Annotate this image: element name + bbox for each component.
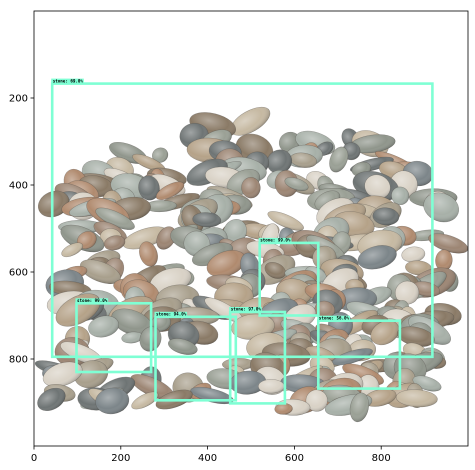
stone [138, 175, 160, 201]
stone [192, 212, 222, 228]
stone [229, 370, 267, 395]
detection-label: stone: 94.0% [156, 312, 187, 317]
x-tick-label: 800 [372, 453, 391, 464]
stone [144, 200, 178, 213]
stone [139, 241, 158, 267]
detection-6: stone: 56.0% [316, 315, 402, 390]
y-tick-label: 200 [9, 94, 28, 105]
stone [372, 207, 400, 226]
detection-label: stone: 56.0% [319, 315, 350, 320]
detection-2: stone: 99.0% [258, 237, 320, 317]
stone [314, 300, 336, 320]
detection-box [50, 82, 434, 359]
stone [391, 186, 410, 205]
stone [74, 360, 109, 389]
detection-3: stone: 99.0% [75, 298, 153, 374]
detection-4: stone: 94.0% [154, 311, 238, 402]
stone [395, 389, 438, 408]
stone [357, 245, 397, 270]
stone [401, 246, 426, 263]
stone [396, 326, 435, 347]
stone [241, 177, 261, 199]
stone [95, 387, 130, 415]
detection-1: stone: 69.0% [50, 78, 434, 359]
stone [435, 249, 453, 272]
stone [349, 392, 370, 423]
stone [363, 388, 397, 407]
detection-label: stone: 69.0% [53, 78, 84, 83]
stone [329, 146, 349, 173]
x-tick-label: 0 [31, 453, 37, 464]
stone [305, 389, 328, 412]
stone [394, 280, 420, 305]
stone [111, 308, 153, 337]
x-tick-label: 200 [111, 453, 130, 464]
detection-label-bg [229, 307, 262, 312]
stone [37, 190, 70, 218]
detection-label-bg [51, 78, 84, 84]
stone [274, 403, 293, 415]
stone [258, 379, 285, 394]
detection-label: stone: 99.0% [77, 298, 108, 303]
detection-label: stone: 97.0% [231, 307, 262, 312]
x-axis: 0 200 400 600 800 [31, 446, 391, 464]
detection-box [75, 301, 153, 374]
stone [79, 259, 121, 284]
y-axis: 200 400 600 800 [9, 94, 34, 366]
stone [42, 361, 83, 387]
detection-5: stone: 97.0% [228, 307, 287, 405]
stone [267, 211, 304, 231]
y-tick-label: 400 [9, 181, 28, 192]
stone [131, 391, 159, 410]
stone [264, 261, 286, 279]
x-tick-label: 600 [285, 453, 304, 464]
detection-label-bg [317, 315, 350, 321]
stone [61, 242, 84, 258]
stone [156, 226, 177, 250]
stone [88, 315, 120, 338]
detection-label-bg [258, 237, 292, 243]
stone [370, 320, 400, 346]
y-tick-label: 800 [9, 355, 28, 366]
detection-box [316, 319, 402, 390]
detection-box [154, 315, 238, 402]
stone [289, 152, 318, 168]
stone-pile-photo [34, 106, 468, 423]
y-tick-label: 600 [9, 268, 28, 279]
axes-frame [33, 10, 469, 447]
stone [364, 174, 391, 200]
stone [103, 235, 126, 251]
stone [284, 177, 309, 192]
stone [206, 250, 246, 278]
stone [155, 181, 185, 201]
x-tick-label: 400 [198, 453, 217, 464]
stone [151, 147, 169, 163]
stone [167, 338, 198, 355]
detection-label: stone: 99.0% [260, 238, 291, 243]
detection-layer: stone: 69.0% stone: 99.0% stone: 99.0% ston… [50, 78, 434, 405]
stone [192, 242, 233, 267]
stone [266, 149, 293, 174]
stone [37, 387, 66, 411]
detection-label-bg [154, 311, 188, 317]
stone [121, 331, 144, 344]
detection-label-bg [75, 298, 109, 304]
